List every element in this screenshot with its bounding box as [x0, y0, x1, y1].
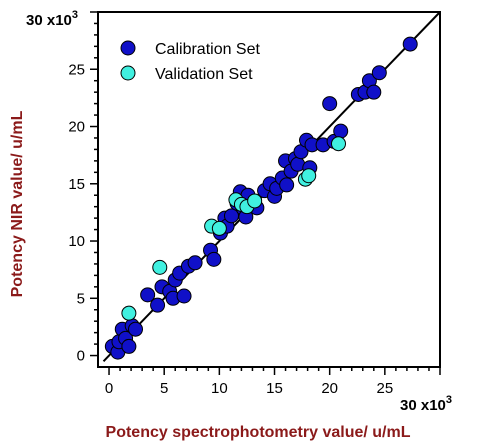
calibration-point	[206, 251, 222, 267]
calibration-point	[366, 84, 382, 100]
x-axis-multiplier: 30 x103	[400, 394, 452, 414]
calibration-point	[128, 321, 144, 337]
y-tick-label: 5	[77, 290, 85, 307]
calibration-point	[176, 288, 192, 304]
x-tick-label: 15	[266, 380, 283, 397]
y-tick-label: 0	[77, 348, 85, 365]
validation-point	[211, 220, 227, 236]
legend-label-calibration: Calibration Set	[155, 41, 261, 58]
calibration-point	[150, 297, 166, 313]
calibration-point	[322, 96, 338, 112]
y-tick-label: 15	[68, 176, 85, 193]
legend-label-validation: Validation Set	[155, 66, 253, 83]
calibration-point	[371, 65, 387, 81]
x-tick-label: 0	[105, 380, 113, 397]
legend-marker-validation	[120, 65, 136, 81]
calibration-point	[187, 255, 203, 271]
y-axis-title: Potency NIR value/ u/mL	[9, 110, 26, 297]
validation-point	[121, 305, 137, 321]
x-tick-label: 25	[376, 380, 393, 397]
validation-point	[152, 259, 168, 275]
y-tick-label: 10	[68, 233, 85, 250]
legend: Calibration Set Validation Set	[120, 40, 261, 83]
calibration-point	[140, 287, 156, 303]
calibration-point	[333, 123, 349, 139]
validation-point	[331, 136, 347, 152]
calibration-point	[279, 177, 295, 193]
plot-frame	[97, 11, 441, 368]
x-tick-label: 5	[160, 380, 168, 397]
y-tick-label: 25	[68, 61, 85, 78]
y-tick-label: 20	[68, 119, 85, 136]
legend-marker-calibration	[120, 40, 136, 56]
x-tick-label: 20	[321, 380, 338, 397]
x-axis-title: Potency spectrophotometry value/ u/mL	[106, 424, 411, 441]
calibration-point	[402, 36, 418, 52]
validation-point	[247, 193, 263, 209]
calibration-point	[121, 338, 137, 354]
validation-point	[301, 168, 317, 184]
x-tick-label: 10	[211, 380, 228, 397]
y-axis-multiplier: 30 x103	[26, 9, 78, 29]
